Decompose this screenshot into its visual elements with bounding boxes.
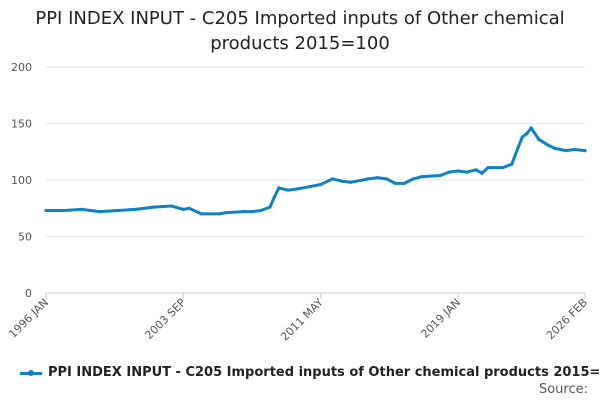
data-point xyxy=(259,208,263,213)
data-point xyxy=(492,165,496,170)
data-point xyxy=(447,170,451,174)
data-point xyxy=(44,208,48,213)
x-tick-label: 1996 JAN xyxy=(6,296,51,341)
data-point xyxy=(438,173,442,178)
data-point xyxy=(529,126,533,130)
data-point xyxy=(480,171,484,175)
data-point xyxy=(402,181,406,185)
series-layer xyxy=(44,126,587,216)
data-point xyxy=(465,170,469,174)
data-point xyxy=(525,132,529,136)
data-point xyxy=(456,169,460,173)
data-point xyxy=(151,205,156,209)
data-point xyxy=(307,185,311,189)
legend: PPI INDEX INPUT - C205 Imported inputs o… xyxy=(20,365,600,380)
data-point xyxy=(420,175,424,179)
chart-title-line1: PPI INDEX INPUT - C205 Imported inputs o… xyxy=(35,8,565,29)
data-point xyxy=(411,177,415,181)
data-point xyxy=(169,204,174,208)
data-point xyxy=(340,179,344,183)
data-point xyxy=(223,211,227,215)
source-label: Source: xyxy=(538,382,588,397)
x-tick-label: 2003 SEP xyxy=(142,296,188,342)
chart-title-line2: products 2015=100 xyxy=(210,33,390,54)
data-point xyxy=(563,149,568,153)
data-point xyxy=(272,195,277,199)
data-point xyxy=(277,186,281,190)
x-tick-label: 2026 FEB xyxy=(544,296,590,342)
x-tick-label: 2011 MAY xyxy=(278,296,326,344)
data-point xyxy=(384,177,389,181)
data-point xyxy=(268,205,272,209)
data-point xyxy=(319,182,323,187)
data-point xyxy=(116,208,120,213)
data-point xyxy=(546,143,550,147)
data-point xyxy=(510,162,514,166)
data-point xyxy=(348,180,353,184)
data-point xyxy=(217,212,221,216)
series-line xyxy=(44,126,587,216)
data-point xyxy=(393,181,397,185)
data-point xyxy=(366,177,371,181)
data-point xyxy=(295,187,299,191)
data-point xyxy=(62,208,66,213)
data-point xyxy=(133,207,138,211)
data-point xyxy=(80,207,84,211)
data-point xyxy=(474,168,478,172)
data-point xyxy=(553,146,557,150)
axes: 0 50 100 150 200 1996 JAN 2003 SEP 2011 MAY 2019… xyxy=(6,61,590,344)
data-point xyxy=(250,210,254,214)
chart-title: PPI INDEX INPUT - C205 Imported inputs o… xyxy=(0,6,600,56)
y-tick-label: 200 xyxy=(11,61,32,74)
data-point xyxy=(98,210,102,214)
data-point xyxy=(537,137,541,141)
x-tick-label: 2019 JAN xyxy=(418,296,463,341)
data-point xyxy=(241,210,245,214)
legend-swatch xyxy=(20,367,42,379)
legend-label: PPI INDEX INPUT - C205 Imported inputs o… xyxy=(48,365,600,380)
data-point xyxy=(486,165,490,170)
data-point xyxy=(520,135,524,139)
y-tick-label: 100 xyxy=(11,174,32,187)
data-point xyxy=(331,177,335,181)
data-point xyxy=(286,188,290,192)
y-tick-label: 150 xyxy=(11,118,32,131)
data-point xyxy=(199,212,203,216)
data-point xyxy=(181,207,185,211)
data-point xyxy=(583,149,587,153)
grid-lines xyxy=(46,66,585,237)
data-point xyxy=(501,165,505,170)
y-tick-label: 0 xyxy=(25,287,32,300)
data-point xyxy=(572,147,577,152)
data-point xyxy=(516,146,520,150)
data-point xyxy=(375,176,380,180)
data-point xyxy=(187,206,191,210)
y-tick-label: 50 xyxy=(18,231,32,244)
